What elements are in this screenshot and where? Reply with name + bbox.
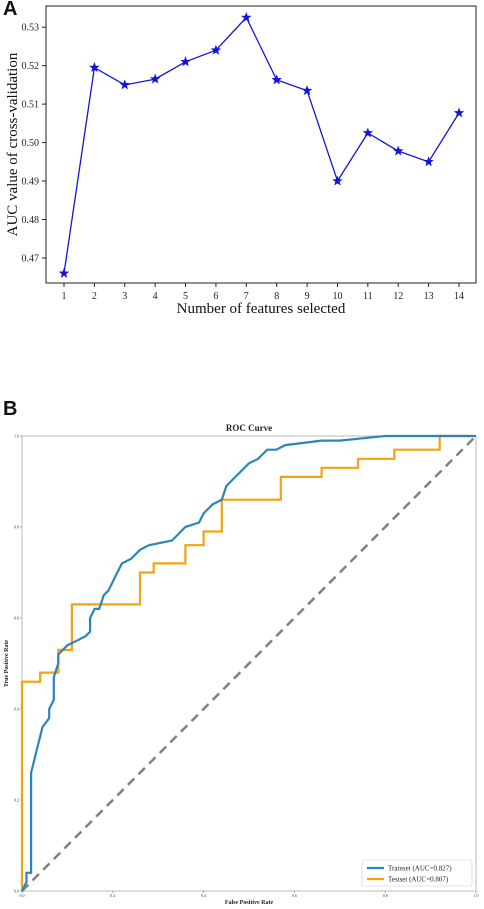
- x-tick-label: 0.2: [110, 893, 115, 898]
- star-marker: [89, 62, 100, 73]
- x-tick-label: 11: [363, 291, 373, 302]
- chance-diagonal: [21, 435, 477, 892]
- trainset-roc-line: [21, 434, 476, 892]
- x-tick-label: 3: [122, 291, 127, 302]
- x-tick-label: 8: [274, 291, 279, 302]
- x-tick-label: 0.4: [201, 893, 206, 898]
- y-tick-label: 1.0: [14, 434, 19, 439]
- y-tick-label: 0.50: [22, 138, 40, 149]
- x-tick-label: 10: [332, 291, 342, 302]
- x-tick-label: 1.0: [474, 893, 479, 898]
- feature-selection-chart: 1 2 3 4 5 6 7 8 9 10 11 12 13 140.470.480.490.500.510…: [5, 5, 477, 317]
- x-tick-label: 0.6: [292, 893, 297, 898]
- legend-box: [361, 859, 473, 887]
- x-tick-label: 2: [92, 291, 97, 302]
- star-marker: [119, 79, 130, 90]
- star-marker: [210, 44, 222, 55]
- y-tick-label: 0.2: [14, 798, 19, 803]
- x-tick-label: 12: [393, 291, 403, 302]
- y-tick-label: 0.53: [22, 23, 40, 34]
- star-marker: [332, 175, 343, 186]
- auc-series-line: [63, 16, 460, 274]
- x-tick-label: 7: [244, 291, 249, 302]
- star-marker: [423, 156, 434, 167]
- x-tick-label: 9: [305, 291, 310, 302]
- star-marker: [301, 85, 313, 96]
- x-tick-label: 0.8: [383, 893, 388, 898]
- roc-x-axis-title: False Positive Rate: [225, 900, 274, 906]
- star-marker: [241, 12, 252, 22]
- x-tick-label: 1: [62, 291, 67, 302]
- y-tick-label: 0.49: [22, 177, 40, 188]
- y-tick-label: 0.47: [22, 253, 40, 264]
- x-tick-label: 0.0: [20, 893, 25, 898]
- y-axis-title: AUC value of cross-validation: [5, 52, 21, 236]
- panel-label-b: B: [3, 398, 18, 420]
- star-marker: [271, 74, 282, 85]
- panel-label-a: A: [3, 0, 18, 20]
- roc-y-axis-title: True Positive Rate: [4, 640, 10, 688]
- y-tick-label: 0.51: [22, 100, 40, 111]
- y-tick-label: 0.0: [14, 889, 19, 894]
- x-tick-label: 13: [424, 291, 434, 302]
- star-marker: [362, 127, 374, 138]
- roc-title: ROC Curve: [226, 423, 272, 433]
- y-tick-label: 0.52: [22, 61, 40, 72]
- x-tick-label: 4: [153, 291, 158, 302]
- star-marker: [393, 145, 404, 156]
- star-marker: [180, 56, 191, 67]
- legend-label-testset: Testset (AUC=0.807): [388, 876, 449, 884]
- star-marker: [149, 73, 161, 84]
- y-tick-label: 0.4: [14, 707, 19, 712]
- y-tick-label: 0.8: [14, 525, 19, 530]
- y-tick-label: 0.48: [22, 215, 40, 226]
- x-tick-label: 6: [213, 291, 218, 302]
- star-marker: [453, 107, 465, 118]
- x-tick-label: 5: [183, 291, 188, 302]
- legend-label-trainset: Trainset (AUC=0.827): [388, 865, 452, 873]
- plot-frame: [45, 5, 477, 284]
- y-tick-label: 0.6: [14, 616, 19, 621]
- star-marker: [58, 267, 70, 278]
- x-tick-label: 14: [454, 291, 464, 302]
- x-axis-title: Number of features selected: [177, 301, 346, 317]
